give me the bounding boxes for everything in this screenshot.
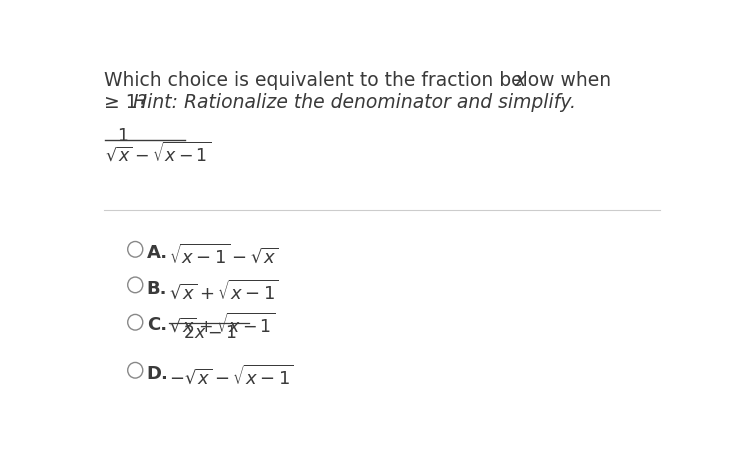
Text: C.: C. <box>147 316 167 334</box>
Text: $\sqrt{x}+\sqrt{x-1}$: $\sqrt{x}+\sqrt{x-1}$ <box>169 280 279 303</box>
Text: D.: D. <box>147 365 169 383</box>
Text: Hint: Rationalize the denominator and simplify.: Hint: Rationalize the denominator and si… <box>133 93 576 112</box>
Text: $\sqrt{x-1}-\sqrt{x}$: $\sqrt{x-1}-\sqrt{x}$ <box>169 244 279 267</box>
Text: $x$: $x$ <box>515 72 528 91</box>
Text: $-\sqrt{x}-\sqrt{x-1}$: $-\sqrt{x}-\sqrt{x-1}$ <box>169 365 294 388</box>
Text: $\sqrt{x}+\sqrt{x-1}$: $\sqrt{x}+\sqrt{x-1}$ <box>169 311 275 335</box>
Text: ≥ 1?: ≥ 1? <box>104 93 153 112</box>
Text: $\sqrt{x}-\sqrt{x-1}$: $\sqrt{x}-\sqrt{x-1}$ <box>105 141 211 164</box>
Text: B.: B. <box>147 280 168 298</box>
Text: $2x-1$: $2x-1$ <box>183 324 237 342</box>
Text: Which choice is equivalent to the fraction below when: Which choice is equivalent to the fracti… <box>104 72 617 91</box>
Text: A.: A. <box>147 244 168 262</box>
Text: 1: 1 <box>117 127 128 145</box>
